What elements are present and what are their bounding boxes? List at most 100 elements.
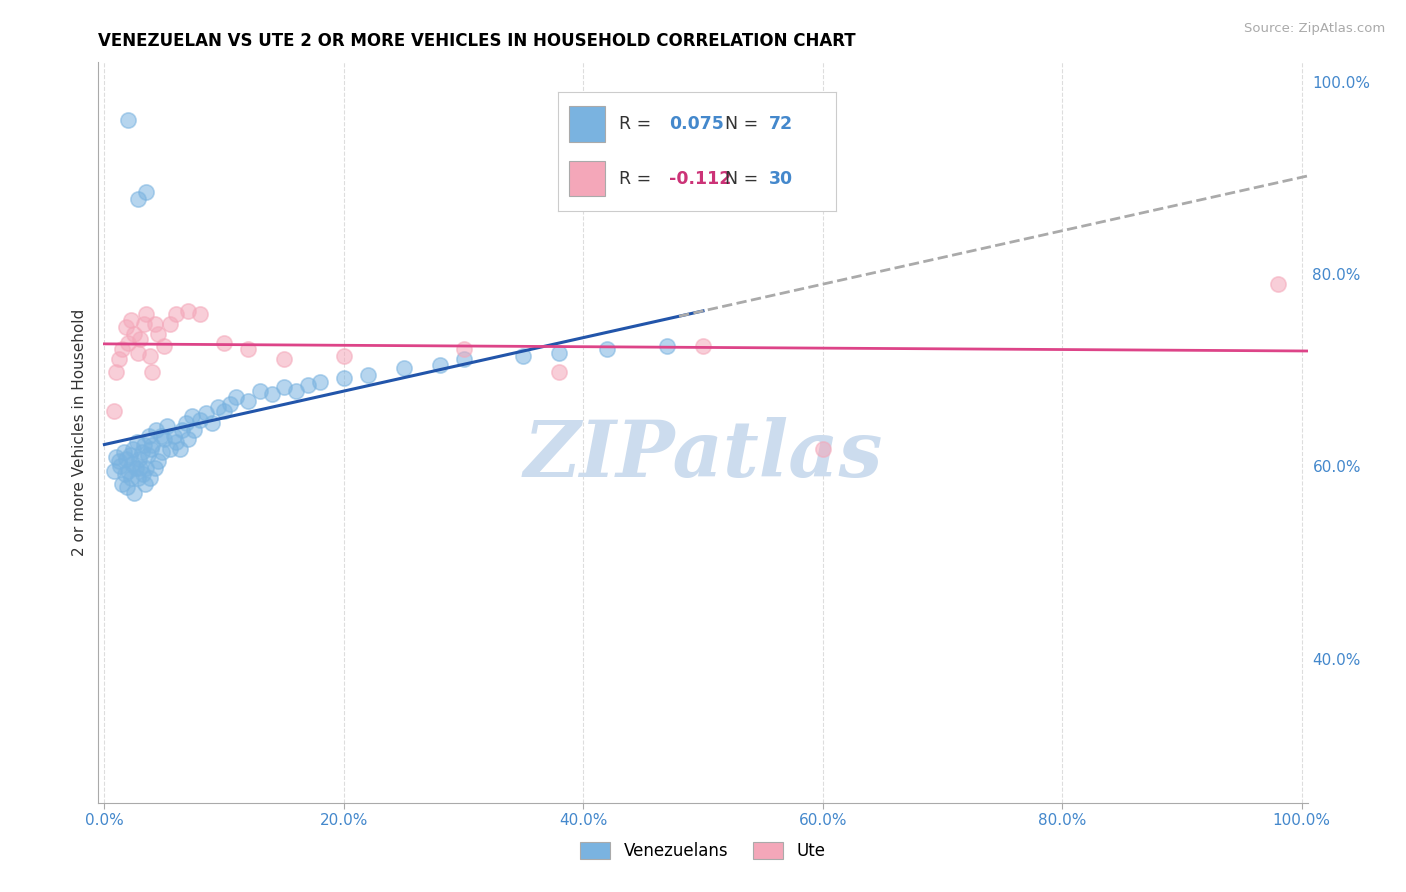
Point bbox=[134, 476, 156, 491]
Point bbox=[165, 435, 187, 450]
Point bbox=[273, 380, 295, 394]
Point bbox=[236, 393, 259, 408]
Point bbox=[105, 450, 128, 464]
Point bbox=[131, 445, 153, 459]
Point bbox=[132, 467, 155, 481]
Point bbox=[201, 416, 224, 430]
Point bbox=[141, 365, 163, 379]
Point bbox=[111, 342, 134, 356]
Point bbox=[138, 428, 160, 442]
Point bbox=[127, 192, 149, 206]
Point bbox=[260, 387, 283, 401]
Point bbox=[115, 319, 138, 334]
Point bbox=[122, 442, 145, 456]
Point bbox=[429, 359, 451, 373]
Point bbox=[219, 397, 242, 411]
Point bbox=[117, 464, 139, 478]
Point bbox=[212, 336, 235, 351]
Point bbox=[188, 413, 211, 427]
Point bbox=[125, 435, 148, 450]
Point bbox=[453, 342, 475, 356]
Point bbox=[811, 442, 834, 456]
Point bbox=[333, 371, 356, 385]
Text: ZIPatlas: ZIPatlas bbox=[523, 417, 883, 493]
Point bbox=[655, 339, 678, 353]
Point bbox=[195, 406, 218, 420]
Point bbox=[309, 375, 332, 389]
Point bbox=[136, 448, 159, 462]
Point bbox=[127, 346, 149, 360]
Point bbox=[139, 349, 162, 363]
Point bbox=[112, 445, 135, 459]
Point bbox=[169, 442, 191, 456]
Legend: Venezuelans, Ute: Venezuelans, Ute bbox=[572, 834, 834, 869]
Point bbox=[135, 186, 157, 200]
Point bbox=[177, 433, 200, 447]
Y-axis label: 2 or more Vehicles in Household: 2 or more Vehicles in Household bbox=[72, 309, 87, 557]
Point bbox=[120, 313, 142, 327]
Point bbox=[1267, 277, 1289, 291]
Point bbox=[207, 400, 229, 414]
Point bbox=[236, 342, 259, 356]
Point bbox=[596, 342, 619, 356]
Text: VENEZUELAN VS UTE 2 OR MORE VEHICLES IN HOUSEHOLD CORRELATION CHART: VENEZUELAN VS UTE 2 OR MORE VEHICLES IN … bbox=[98, 32, 856, 50]
Point bbox=[273, 351, 295, 366]
Point bbox=[159, 442, 181, 456]
Point bbox=[143, 317, 166, 331]
Point bbox=[103, 464, 125, 478]
Point bbox=[117, 113, 139, 128]
Point bbox=[333, 349, 356, 363]
Point bbox=[143, 461, 166, 475]
Point bbox=[141, 438, 163, 452]
Point bbox=[124, 461, 146, 475]
Point bbox=[284, 384, 307, 399]
Point bbox=[297, 377, 319, 392]
Point bbox=[548, 365, 571, 379]
Point bbox=[129, 332, 152, 346]
Point bbox=[105, 365, 128, 379]
Point bbox=[114, 467, 136, 481]
Point bbox=[115, 480, 138, 494]
Point bbox=[180, 409, 202, 424]
Point bbox=[453, 351, 475, 366]
Point bbox=[159, 317, 181, 331]
Point bbox=[135, 307, 157, 321]
Point bbox=[165, 307, 187, 321]
Point bbox=[188, 307, 211, 321]
Point bbox=[174, 416, 197, 430]
Point bbox=[392, 361, 415, 376]
Point bbox=[139, 442, 162, 456]
Point bbox=[153, 433, 176, 447]
Text: Source: ZipAtlas.com: Source: ZipAtlas.com bbox=[1244, 22, 1385, 36]
Point bbox=[139, 471, 162, 485]
Point bbox=[177, 303, 200, 318]
Point bbox=[149, 428, 172, 442]
Point bbox=[512, 349, 534, 363]
Point bbox=[108, 459, 131, 474]
Point bbox=[120, 471, 142, 485]
Point bbox=[124, 326, 146, 341]
Point bbox=[357, 368, 380, 382]
Point bbox=[132, 438, 155, 452]
Point bbox=[163, 428, 186, 442]
Point bbox=[145, 423, 167, 437]
Point bbox=[132, 317, 155, 331]
Point bbox=[103, 403, 125, 417]
Point bbox=[150, 445, 173, 459]
Point bbox=[148, 454, 170, 468]
Point bbox=[148, 326, 170, 341]
Point bbox=[107, 454, 129, 468]
Point bbox=[127, 471, 149, 485]
Point bbox=[115, 451, 138, 466]
Point bbox=[548, 346, 571, 360]
Point bbox=[117, 336, 139, 351]
Point bbox=[128, 451, 150, 466]
Point bbox=[249, 384, 271, 399]
Point bbox=[121, 458, 143, 472]
Point bbox=[118, 448, 141, 462]
Point bbox=[111, 476, 134, 491]
Point bbox=[153, 339, 176, 353]
Point bbox=[183, 423, 205, 437]
Point bbox=[212, 403, 235, 417]
Point bbox=[107, 351, 129, 366]
